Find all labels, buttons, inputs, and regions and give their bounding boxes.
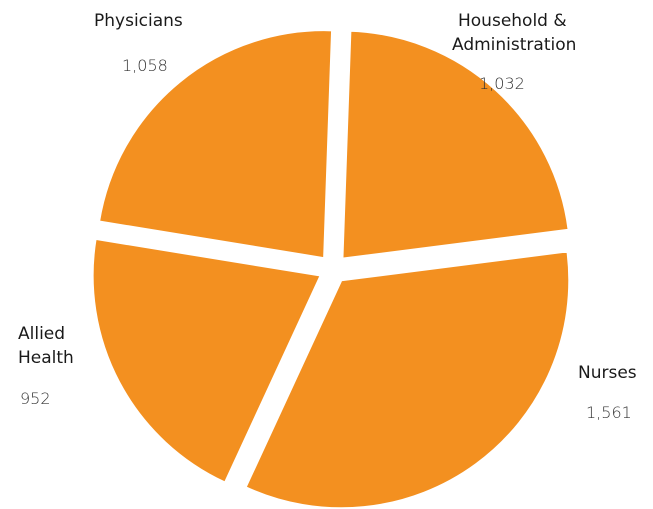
label-household-line2: Administration: [452, 35, 577, 55]
pie-slice-household-administration: [341, 29, 570, 260]
value-household: 1,032: [479, 74, 525, 93]
value-allied: 952: [20, 389, 51, 408]
pie-slice-physicians: [97, 29, 334, 260]
label-household-line1: Household &: [458, 11, 567, 31]
label-allied-line1: Allied: [18, 324, 66, 344]
value-nurses: 1,561: [586, 403, 632, 422]
label-nurses: Nurses: [578, 363, 637, 383]
label-allied-line2: Health: [18, 348, 74, 368]
pie-slice-nurses: [244, 250, 571, 509]
value-physicians: 1,058: [122, 56, 168, 75]
label-physicians: Physicians: [94, 11, 183, 31]
pie-slice-allied-health: [91, 237, 323, 484]
